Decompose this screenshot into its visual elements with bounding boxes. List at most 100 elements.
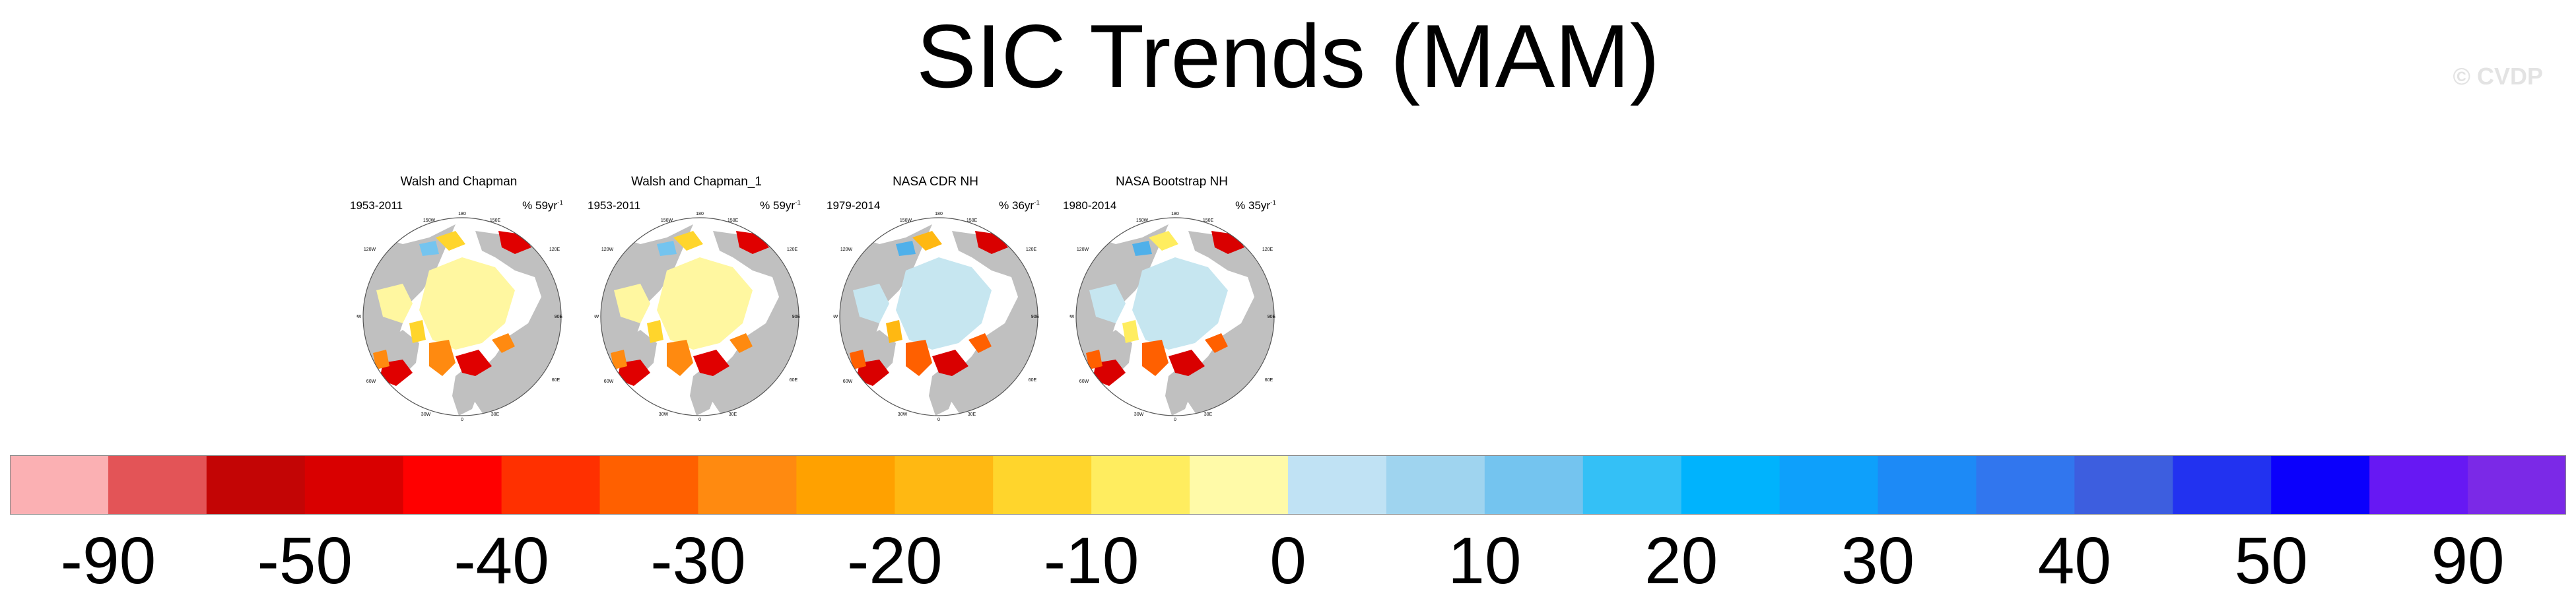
longitude-label: 60E: [790, 378, 798, 383]
longitude-label: 60E: [1029, 378, 1037, 383]
longitude-label: 150E: [490, 218, 501, 223]
trend-units-exponent: -1: [557, 199, 563, 207]
longitude-label: 60E: [1265, 378, 1273, 383]
trend-kara: [492, 333, 515, 353]
panel-trend-units: % 35yr-1: [1235, 199, 1276, 212]
map-panel: Walsh and Chapman_1 1953-2011 % 59yr-1 180…: [584, 175, 809, 426]
colorbar-swatch: [1386, 455, 1485, 515]
trend-barents: [932, 350, 968, 376]
colorbar-swatch: [2173, 455, 2272, 515]
colorbar-tick-label: -30: [650, 524, 746, 598]
longitude-label: 120E: [1026, 247, 1037, 252]
colorbar-tick-label: -20: [847, 524, 943, 598]
colorbar-swatch: [108, 455, 207, 515]
longitude-label: 180: [935, 212, 943, 216]
longitude-label: 120E: [787, 247, 798, 252]
longitude-label: 150W: [423, 218, 436, 223]
trend-baffin: [886, 320, 902, 343]
colorbar-tick-label: 10: [1448, 524, 1522, 598]
colorbar: [10, 455, 2566, 515]
ice-hudson: [853, 284, 889, 323]
land-eurasia: [462, 231, 561, 416]
longitude-label: 120W: [1077, 247, 1089, 252]
longitude-label: 150E: [728, 218, 739, 223]
trend-kara: [968, 333, 992, 353]
panel-trend-units: % 36yr-1: [999, 199, 1040, 212]
trend-greenland-sea: [1142, 340, 1169, 376]
longitude-label: 90W: [833, 315, 838, 319]
trend-bering: [673, 231, 703, 251]
longitude-label: 90E: [792, 315, 801, 319]
colorbar-swatch: [304, 455, 404, 515]
longitude-label: 180: [696, 212, 704, 216]
longitude-label: 30W: [659, 412, 669, 417]
longitude-label: 120W: [601, 247, 614, 252]
land-scandinavia: [1165, 363, 1195, 416]
colorbar-tick-label: 50: [2234, 524, 2308, 598]
polar-map: 180 150W 150E 120W 120E 90W 90E 60W 60E 30W 30E 0: [594, 212, 801, 422]
colorbar-swatch: [2271, 455, 2370, 515]
colorbar-tick-label: -90: [60, 524, 156, 598]
colorbar-swatch: [1091, 455, 1190, 515]
colorbar-border: [10, 455, 2566, 515]
trend-units-text: % 35yr: [1235, 199, 1271, 212]
longitude-label: 0: [461, 418, 463, 422]
longitude-label: 60E: [552, 378, 560, 383]
colorbar-tick-label: 20: [1644, 524, 1718, 598]
longitude-label: 30E: [491, 412, 500, 417]
colorbar-tick-label: 40: [2037, 524, 2111, 598]
ice-arctic-core: [896, 257, 992, 350]
longitude-label: 150E: [1203, 218, 1214, 223]
longitude-label: 60W: [366, 379, 376, 384]
colorbar-tick-label: 30: [1841, 524, 1915, 598]
trend-barents: [1169, 350, 1205, 376]
trend-baffin: [409, 320, 426, 343]
longitude-label: 30E: [1204, 412, 1213, 417]
page-title: SIC Trends (MAM): [916, 6, 1660, 106]
panel-period: 1980-2014: [1063, 199, 1117, 212]
colorbar-swatch: [1976, 455, 2075, 515]
trend-bering: [912, 231, 942, 251]
panel-period: 1953-2011: [350, 199, 403, 212]
colorbar-swatch: [1582, 455, 1682, 515]
map-panel: NASA Bootstrap NH 1980-2014 % 35yr-1 180 15…: [1060, 175, 1284, 426]
colorbar-swatch: [2074, 455, 2173, 515]
longitude-label: 30E: [729, 412, 737, 417]
trend-labrador-edge: [611, 350, 627, 369]
polar-map: 180 150W 150E 120W 120E 90W 90E 60W 60E 30W 30E 0: [833, 212, 1040, 422]
colorbar-tick-label: 0: [1270, 524, 1306, 598]
trend-greenland-sea: [429, 340, 456, 376]
panel-period: 1979-2014: [827, 199, 881, 212]
colorbar-swatch: [2369, 455, 2468, 515]
trend-bering-blue: [896, 241, 916, 256]
colorbar-swatch: [796, 455, 895, 515]
longitude-label: 150W: [661, 218, 673, 223]
trend-labrador-edge: [1086, 350, 1102, 369]
ice-arctic-core: [419, 257, 515, 350]
polar-map: 180 150W 150E 120W 120E 90W 90E 60W 60E 30W 30E 0: [356, 212, 563, 422]
longitude-label: 30E: [968, 412, 976, 417]
longitude-label: 30W: [421, 412, 431, 417]
ice-hudson: [1089, 284, 1126, 323]
colorbar-swatch: [403, 455, 502, 515]
longitude-label: 120E: [1262, 247, 1273, 252]
colorbar-tick-label: -40: [454, 524, 549, 598]
longitude-label: 60W: [843, 379, 853, 384]
colorbar-swatch: [895, 455, 994, 515]
land-eurasia: [939, 231, 1038, 416]
trend-labrador-edge: [373, 350, 390, 369]
longitude-label: 60W: [1079, 379, 1089, 384]
panel-title: NASA CDR NH: [893, 175, 978, 189]
land-scandinavia: [690, 363, 720, 416]
land-scandinavia: [929, 363, 959, 416]
watermark: © CVDP: [2453, 63, 2543, 90]
trend-bering-blue: [657, 241, 677, 256]
land-eurasia: [1175, 231, 1274, 416]
longitude-label: 90E: [555, 315, 563, 319]
longitude-label: 30W: [1134, 412, 1144, 417]
colorbar-swatch: [599, 455, 698, 515]
longitude-label: 90E: [1031, 315, 1040, 319]
panel-title: Walsh and Chapman_1: [631, 175, 762, 189]
colorbar-swatch: [993, 455, 1092, 515]
panel-trend-units: % 59yr-1: [760, 199, 801, 212]
